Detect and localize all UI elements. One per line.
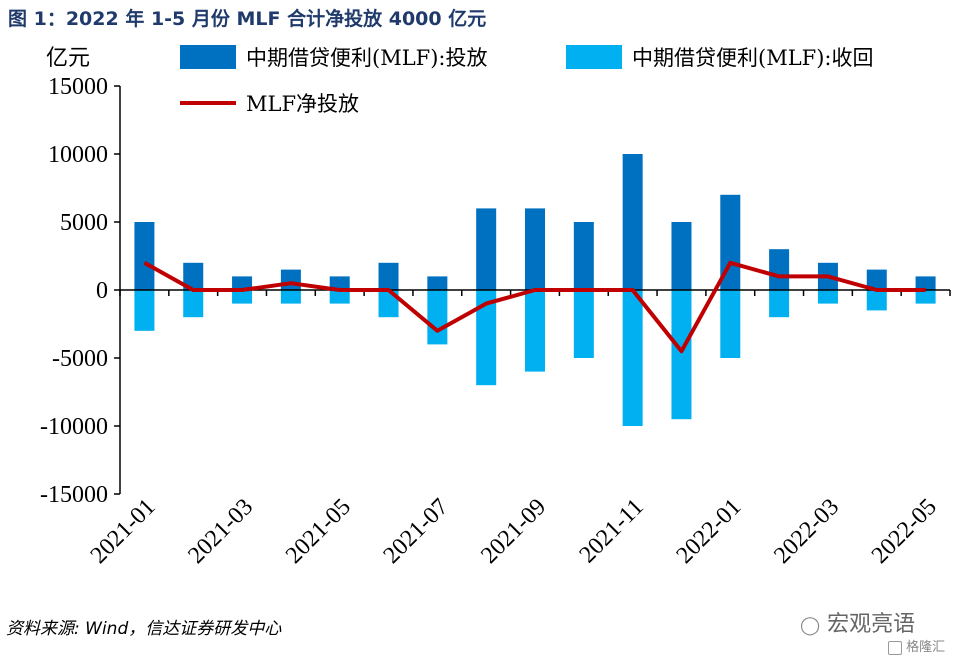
y-axis-unit: 亿元 — [46, 46, 91, 71]
bar-recover — [866, 290, 887, 311]
bar-recover — [720, 290, 741, 358]
bar-recover — [622, 290, 643, 426]
chart-title: 图 1：2022 年 1-5 月份 MLF 合计净投放 4000 亿元 — [8, 8, 487, 30]
x-tick-label: 2022-03 — [769, 494, 844, 569]
legend-item-net: MLF净投放 — [180, 88, 359, 118]
gelonghui-logo-icon — [888, 640, 902, 655]
bar-recover — [280, 290, 301, 304]
legend-swatch-recover — [566, 45, 622, 69]
bar-inject — [769, 249, 790, 290]
source-note: 资料来源: Wind，信达证券研发中心 — [6, 619, 282, 639]
legend-label-recover: 中期借贷便利(MLF):收回 — [632, 46, 874, 70]
bar-recover — [915, 290, 936, 304]
bar-recover — [476, 290, 497, 386]
bar-inject — [866, 269, 887, 290]
bar-recover — [329, 290, 350, 304]
bar-recover — [232, 290, 253, 304]
bar-recover — [427, 290, 448, 345]
bar-inject — [476, 208, 497, 290]
watermark-brand: ◯ 宏观亮语 — [800, 612, 916, 637]
legend-item-recover: 中期借贷便利(MLF):收回 — [566, 42, 873, 72]
x-tick-label: 2021-05 — [281, 494, 356, 569]
bar-inject — [378, 262, 399, 290]
bar-recover — [817, 290, 838, 304]
bar-recover — [769, 290, 790, 318]
bar-inject — [525, 208, 545, 290]
legend-label-net: MLF净投放 — [246, 92, 360, 116]
y-tick-label: -15000 — [40, 482, 108, 508]
bar-inject — [232, 276, 253, 290]
bar-inject — [915, 276, 936, 290]
bar-inject — [134, 222, 155, 290]
bar-recover — [671, 290, 692, 420]
legend-label-inject: 中期借贷便利(MLF):投放 — [246, 46, 488, 70]
x-tick-label: 2021-07 — [379, 494, 454, 569]
bar-recover — [573, 290, 594, 358]
bar-inject — [671, 222, 692, 290]
x-tick-label: 2021-11 — [575, 494, 649, 568]
line-net — [143, 260, 926, 354]
y-tick-label: -5000 — [52, 346, 108, 372]
legend-swatch-net — [180, 101, 236, 105]
y-tick-label: 5000 — [60, 210, 108, 236]
x-tick-label: 2022-05 — [867, 494, 942, 569]
bar-inject — [427, 276, 448, 290]
bar-inject — [280, 269, 301, 290]
y-tick-label: -10000 — [40, 414, 108, 440]
bar-inject — [622, 154, 643, 290]
bar-inject — [329, 276, 350, 290]
x-tick-label: 2021-03 — [183, 494, 258, 569]
y-tick-label: 0 — [96, 278, 108, 304]
bar-inject — [183, 262, 204, 290]
bar-inject — [573, 222, 594, 290]
bar-recover — [134, 290, 155, 331]
y-tick-label: 15000 — [48, 74, 108, 100]
watermark-logo: 格隆汇 — [888, 636, 945, 655]
bar-recover — [183, 290, 204, 318]
legend-swatch-inject — [180, 45, 236, 69]
x-tick-label: 2021-09 — [476, 494, 551, 569]
x-tick-label: 2022-01 — [672, 494, 747, 569]
wechat-icon: ◯ — [800, 615, 821, 636]
legend-item-inject: 中期借贷便利(MLF):投放 — [180, 42, 487, 72]
y-tick-label: 10000 — [48, 142, 108, 168]
bar-recover — [525, 290, 545, 372]
